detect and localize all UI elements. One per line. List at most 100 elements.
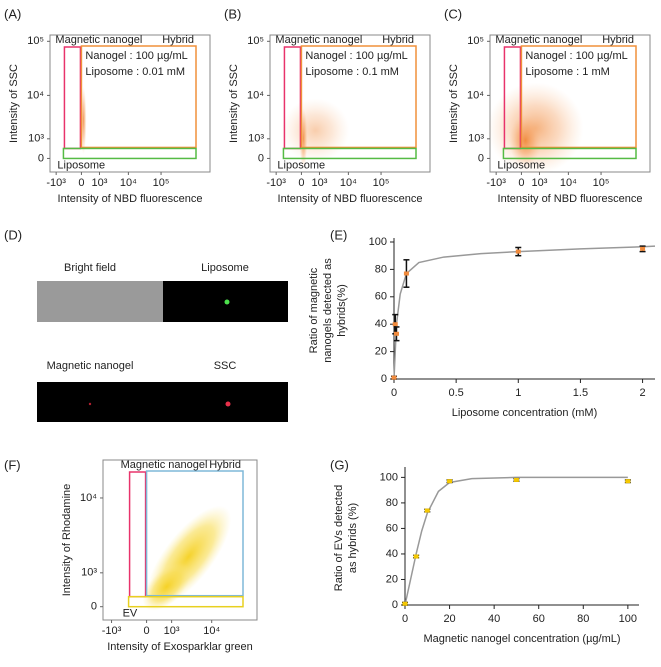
fluorescent-spot [224,299,230,305]
y-tick-label: 20 [375,346,387,358]
annotation: Liposome : 0.1 mM [305,66,399,78]
fit-curve [404,476,628,606]
data-point [640,246,646,251]
image-panel: (D) Bright field Liposome Magnetic nanog… [4,227,288,422]
data-point [413,554,419,559]
gate [300,45,417,149]
x-axis-label: Intensity of NBD fluorescence [58,193,203,205]
y-axis-label: hybrids(%) [336,284,348,337]
plot-frame [102,459,258,621]
gate-label: Liposome [57,159,105,171]
gate-label: Liposome [277,159,325,171]
annotation: Liposome : 1 mM [525,66,609,78]
x-tick-label: 10³ [164,625,180,637]
plot-frame [269,34,431,173]
x-tick-label: 0 [391,387,397,399]
gate [128,471,147,598]
y-tick-label: 60 [386,522,398,534]
x-tick-label: 0 [518,177,524,189]
x-tick-label: 10⁴ [120,177,137,189]
image-caption: Bright field [64,262,116,274]
panel-label: (D) [4,227,22,242]
image-caption: Liposome [201,262,249,274]
fit-curve [393,245,656,380]
x-tick-label: 0 [144,625,150,637]
y-tick-label: 10⁵ [247,35,264,47]
y-axis-label: as hybrids (%) [347,503,359,573]
y-tick-label: 10³ [248,133,264,145]
gate-label: Magnetic nanogel [275,34,362,46]
x-tick-label: 10³ [532,177,548,189]
y-tick-label: 10³ [81,567,97,579]
panel-label: (F) [4,457,21,472]
data-point [392,322,398,327]
annotation: Nanogel : 100 µg/mL [85,50,187,62]
y-tick-label: 60 [375,291,387,303]
gate [145,470,244,597]
y-tick-label: 10³ [28,133,44,145]
x-tick-label: 0 [402,613,408,625]
gate-label: Hybrid [602,34,634,46]
x-tick-label: 10³ [92,177,108,189]
x-tick-label: 10⁴ [203,625,220,637]
gate-label: EV [123,608,138,620]
x-tick-label: 80 [577,613,589,625]
x-tick-label: 10⁵ [373,177,390,189]
y-tick-label: 0 [392,599,398,611]
x-tick-label: 20 [443,613,455,625]
gate [520,45,637,149]
gate [63,46,82,150]
gate-label: Hybrid [209,459,241,471]
y-tick-label: 10⁴ [467,89,484,101]
gate [62,147,197,160]
x-tick-label: 2 [640,387,646,399]
y-tick-label: 10⁴ [247,89,264,101]
annotation: Nanogel : 100 µg/mL [525,50,627,62]
data-point [515,249,521,254]
y-tick-label: 0 [91,601,97,613]
data-point [424,508,430,513]
panel-label: (E) [330,227,347,242]
x-tick-label: 40 [488,613,500,625]
gate [282,147,417,160]
y-axis-label: Intensity of Rhodamine [61,484,73,597]
x-tick-label: 1 [515,387,521,399]
y-axis-label: nanogels detected as [322,258,334,363]
gate-label: Magnetic nanogel [495,34,582,46]
data-point [447,479,453,484]
y-tick-label: 10⁵ [467,35,484,47]
x-tick-label: -10³ [46,177,66,189]
y-axis-label: Ratio of magnetic [308,267,320,353]
x-tick-label: 0 [298,177,304,189]
annotation: Liposome : 0.01 mM [85,66,185,78]
data-point [513,477,519,482]
y-tick-label: 40 [375,318,387,330]
data-point [403,271,409,276]
image-caption: Magnetic nanogel [47,360,134,372]
nanogel-image [37,382,163,422]
gate [127,595,244,608]
y-axis-label: Intensity of SSC [228,64,240,143]
fluorescent-spot [225,401,231,407]
plot-frame [49,34,211,173]
y-tick-label: 10³ [468,133,484,145]
density-cloud [281,98,350,163]
y-tick-label: 40 [386,548,398,560]
x-axis-label: Liposome concentration (mM) [452,407,598,419]
ssc-image [163,382,288,422]
y-axis-label: Intensity of SSC [448,64,460,143]
y-tick-label: 80 [375,263,387,275]
y-axis-label: Ratio of EVs detected [333,485,345,591]
panel-label: (B) [224,6,241,21]
y-tick-label: 20 [386,573,398,585]
x-axis-label: Intensity of Exosparklar green [107,641,253,653]
y-tick-label: 100 [369,236,387,248]
x-axis-label: Magnetic nanogel concentration (µg/mL) [423,633,620,645]
annotation: Nanogel : 100 µg/mL [305,50,407,62]
density-cloud [142,562,191,611]
panel-label: (C) [444,6,462,21]
y-tick-label: 100 [380,471,398,483]
bright-field-image [37,281,163,322]
fluorescent-spot [88,402,92,406]
